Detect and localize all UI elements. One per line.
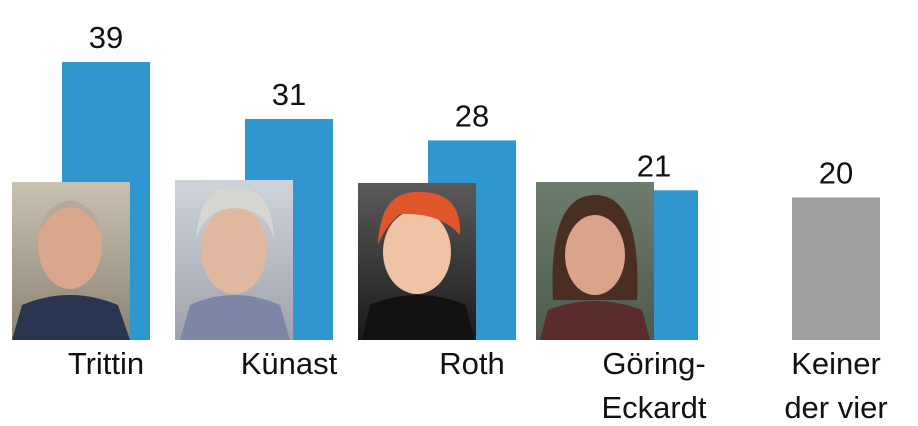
value-label: 20	[819, 155, 853, 190]
photo	[536, 182, 654, 340]
category-label: Göring-Eckardt	[601, 346, 707, 425]
value-label: 28	[455, 98, 489, 133]
photos	[12, 180, 654, 340]
bar	[792, 197, 880, 340]
value-label: 21	[637, 148, 671, 183]
category-label: Trittin	[67, 346, 145, 381]
photo	[358, 183, 476, 340]
value-label: 31	[272, 77, 306, 112]
category-label: Künast	[240, 346, 338, 381]
photo	[12, 182, 130, 340]
value-label: 39	[89, 20, 123, 55]
photo	[175, 180, 293, 340]
category-label: Roth	[439, 346, 505, 381]
category-label: Keiner der vier	[784, 346, 888, 425]
